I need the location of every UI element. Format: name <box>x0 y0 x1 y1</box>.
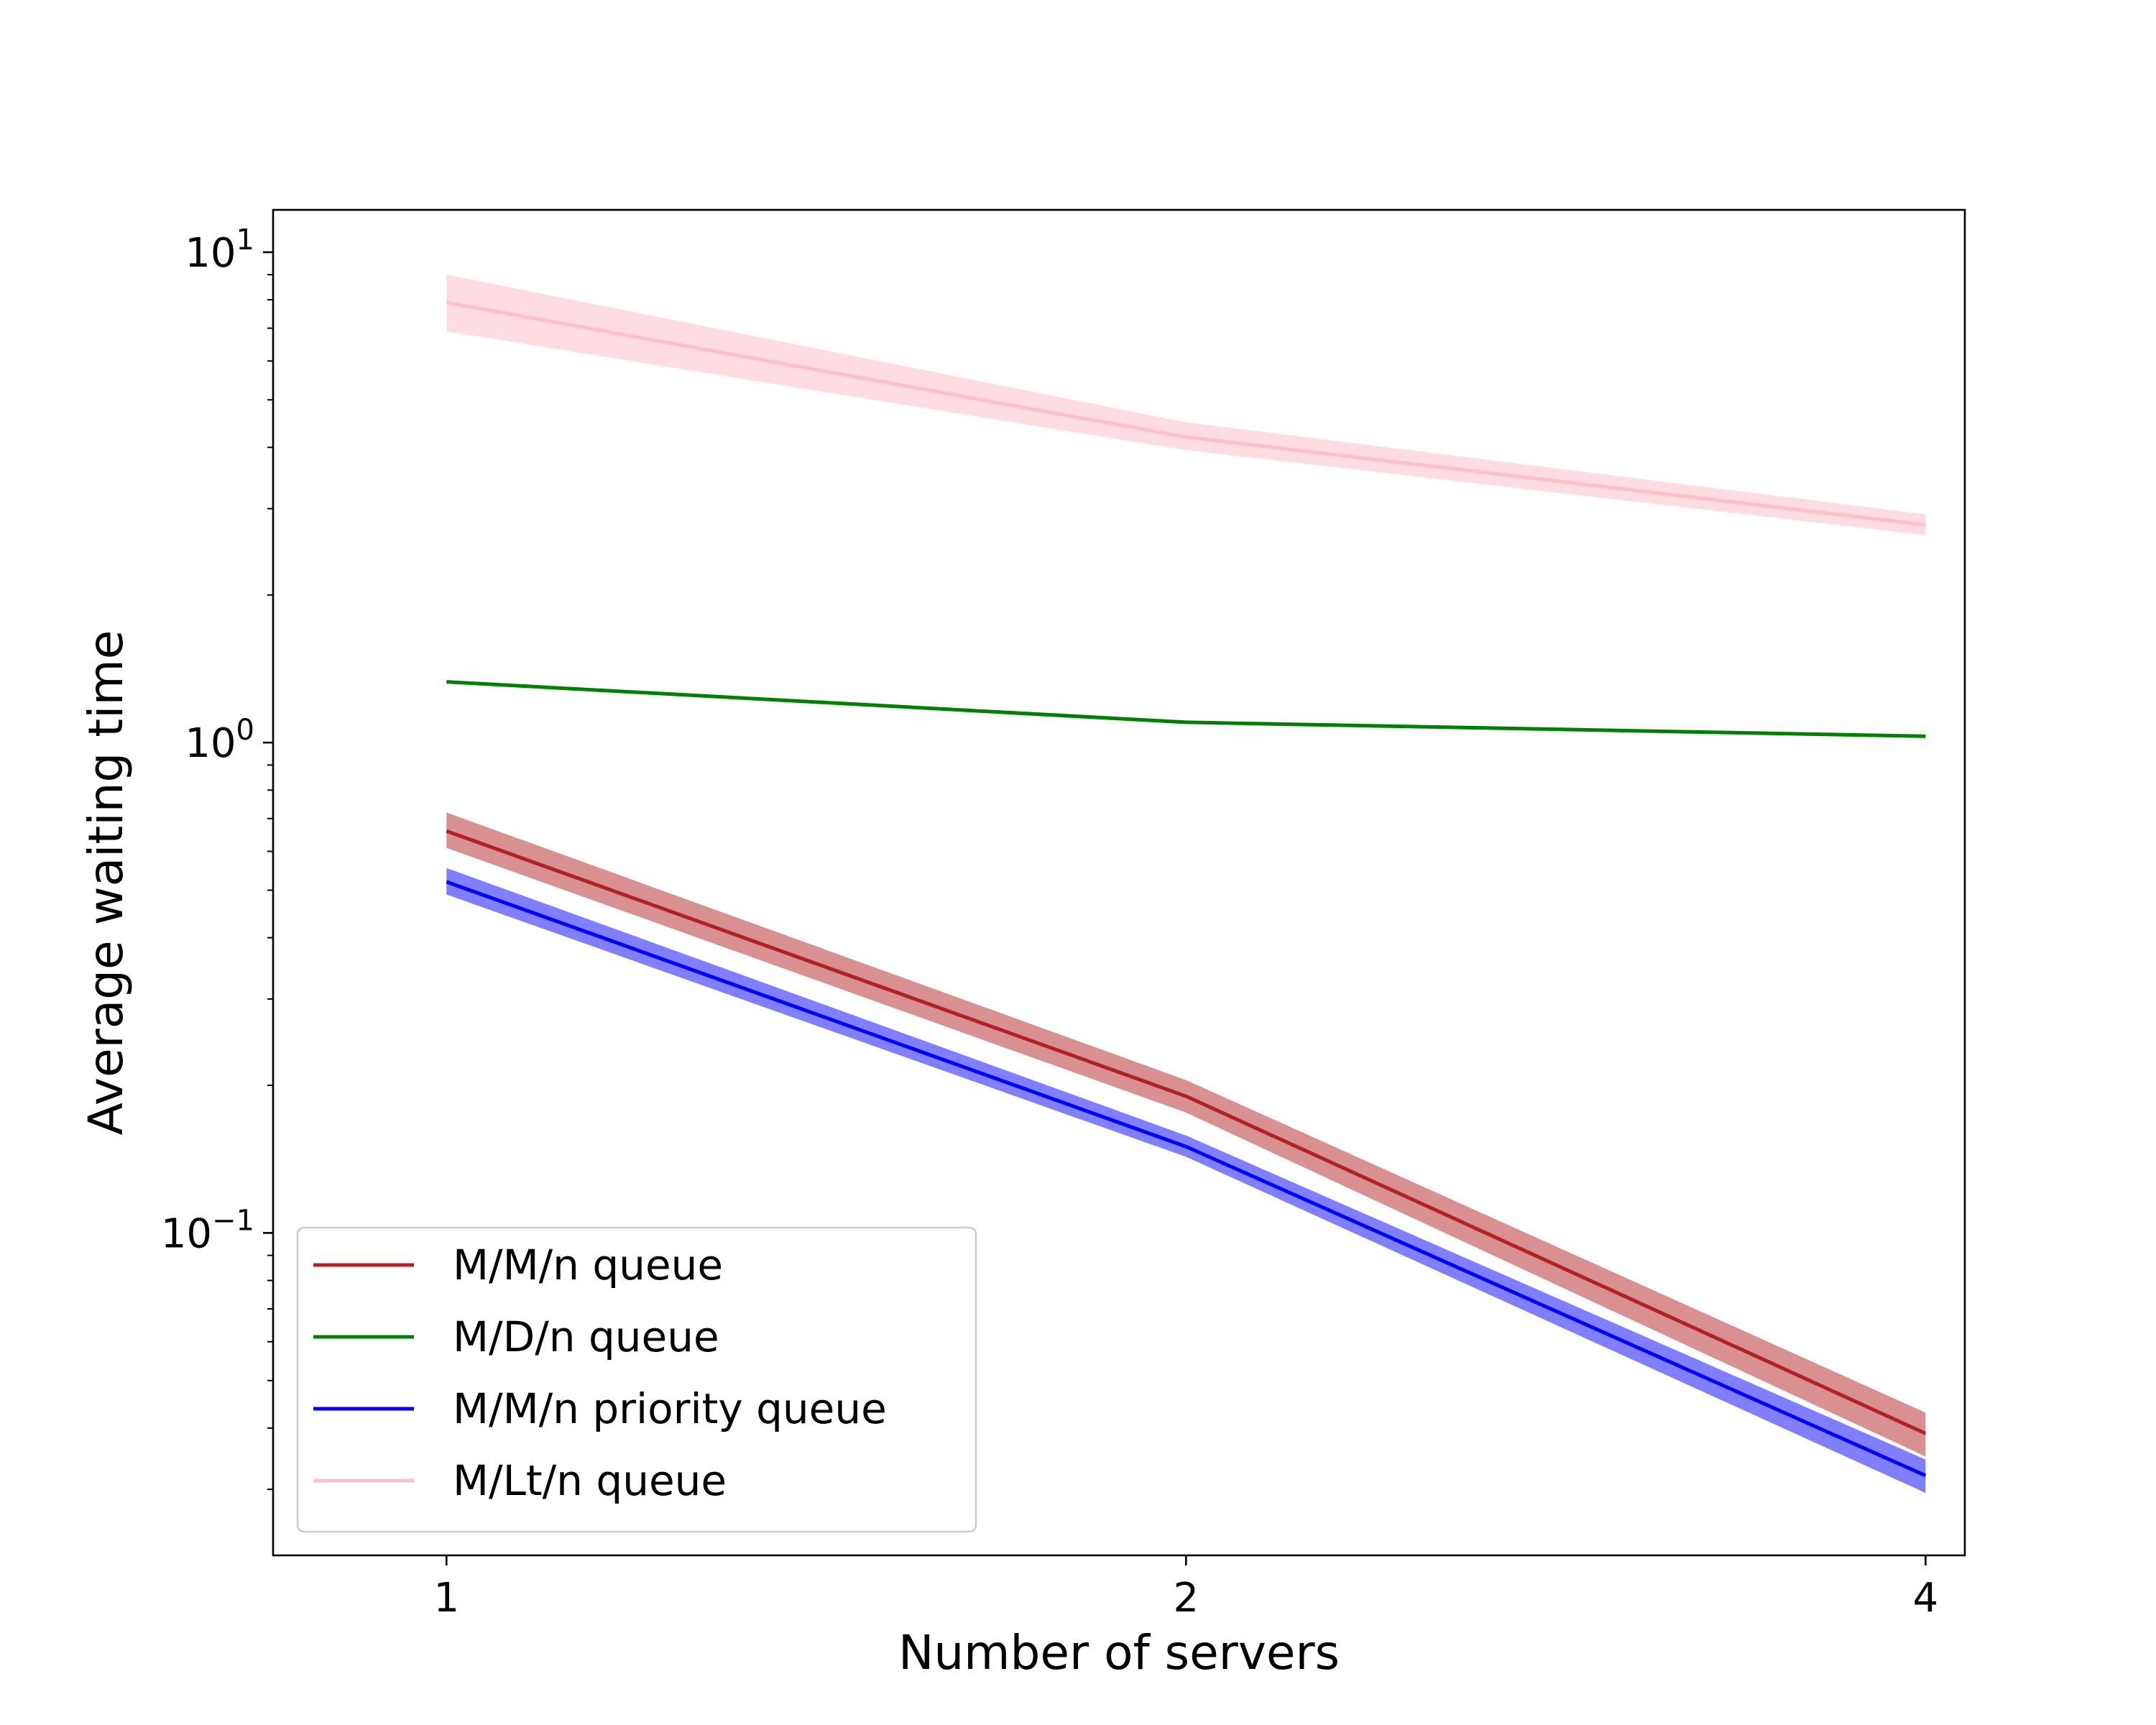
series-band-2 <box>446 868 1926 1494</box>
confidence-bands <box>446 275 1926 1494</box>
legend-label: M/M/n queue <box>453 1241 723 1289</box>
y-tick-label: 10−1 <box>161 1204 254 1257</box>
series-lines <box>446 300 1927 1478</box>
series-band-3 <box>446 275 1926 535</box>
x-tick-label: 1 <box>433 1575 459 1622</box>
legend: M/M/n queue M/D/n queue M/M/n priority que… <box>296 1226 977 1533</box>
x-axis-ticks: 1 2 4 <box>433 1555 1938 1622</box>
series-line-1 <box>446 680 1926 738</box>
series-line-0 <box>446 829 1927 1435</box>
series-line-3 <box>446 300 1926 527</box>
y-axis-ticks: 101 100 10−1 <box>161 224 273 1491</box>
y-axis-label: Average waiting time <box>78 630 134 1136</box>
x-axis-label: Number of servers <box>898 1625 1340 1680</box>
series-line-2 <box>446 880 1927 1478</box>
legend-label: M/M/n priority queue <box>453 1384 887 1433</box>
axes-frame <box>272 208 1966 1557</box>
y-tick-label: 101 <box>185 224 254 277</box>
y-tick-label: 100 <box>185 714 254 767</box>
x-tick-label: 4 <box>1913 1575 1939 1622</box>
legend-box <box>296 1226 977 1533</box>
x-tick-label: 2 <box>1173 1575 1199 1622</box>
legend-label: M/Lt/n queue <box>453 1456 727 1505</box>
series-band-0 <box>446 812 1926 1457</box>
legend-label: M/D/n queue <box>453 1312 719 1361</box>
